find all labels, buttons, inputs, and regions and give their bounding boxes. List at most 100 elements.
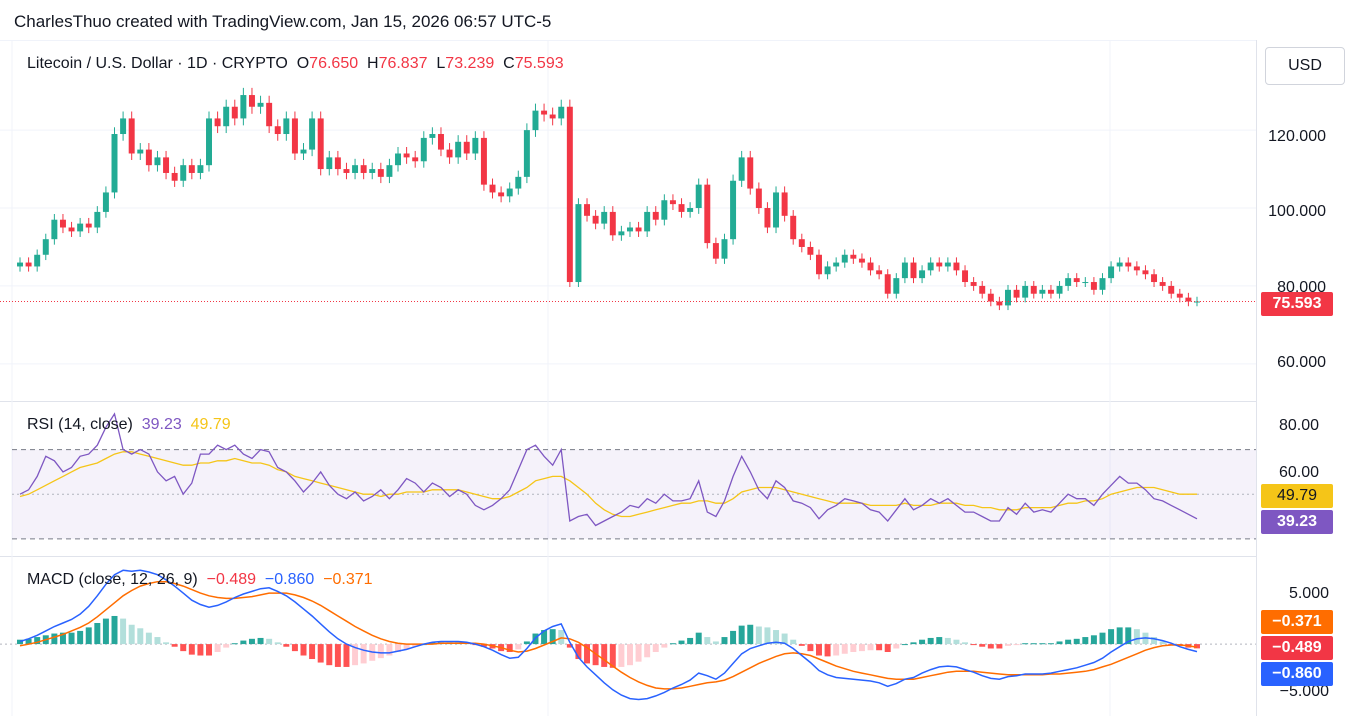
macd-histogram-bar xyxy=(102,618,109,645)
candle-body xyxy=(291,118,298,154)
candle-body xyxy=(652,211,659,220)
candle-body xyxy=(601,211,608,224)
macd-histogram-bar xyxy=(1125,627,1132,645)
candle-body xyxy=(42,239,49,255)
macd-histogram-bar xyxy=(876,644,883,651)
macd-histogram-bar xyxy=(1194,644,1200,649)
candle-body xyxy=(369,169,376,173)
candle-body xyxy=(755,188,762,209)
macd-histogram-bar xyxy=(1056,641,1063,645)
candle-body xyxy=(584,204,591,216)
currency-button[interactable]: USD xyxy=(1265,47,1345,85)
price-pane[interactable] xyxy=(0,87,1256,365)
rsi-pane[interactable] xyxy=(12,412,1256,540)
rsi-ma-tag: 49.79 xyxy=(1261,484,1333,508)
macd-histogram-bar xyxy=(163,642,170,645)
macd-tick: −5.000 xyxy=(1279,683,1329,700)
candle-body xyxy=(1185,297,1192,302)
candle-body xyxy=(506,188,513,197)
macd-histogram-bar xyxy=(919,639,926,645)
candle-body xyxy=(352,165,359,173)
macd-histogram-bar xyxy=(927,637,934,645)
candle-body xyxy=(17,262,23,267)
macd-histogram-bar xyxy=(618,644,625,667)
macd-histogram-bar xyxy=(283,644,290,647)
macd-histogram-bar xyxy=(584,644,591,664)
macd-histogram-bar xyxy=(523,641,530,645)
candle-body xyxy=(1125,262,1132,267)
macd-histogram-bar xyxy=(738,625,745,645)
macd-histogram-bar xyxy=(403,644,410,650)
candle-body xyxy=(180,165,187,181)
candle-body xyxy=(695,184,702,209)
candle-body xyxy=(712,243,719,259)
candle-body xyxy=(120,118,127,135)
candle-body xyxy=(266,102,273,127)
macd-pane[interactable] xyxy=(0,569,1256,701)
macd-histogram-bar xyxy=(515,644,522,650)
candle-body xyxy=(781,192,788,216)
rsi-legend: RSI (14, close) 39.23 49.79 xyxy=(27,416,231,434)
macd-histogram-bar xyxy=(377,644,384,659)
macd-histogram-bar xyxy=(128,624,135,645)
macd-histogram-bar xyxy=(240,640,247,645)
macd-histogram-bar xyxy=(1005,644,1011,646)
candle-body xyxy=(858,258,865,263)
open-label: O xyxy=(296,55,310,72)
candle-body xyxy=(850,254,857,259)
macd-histogram-bar xyxy=(901,644,908,646)
macd-histogram-bar xyxy=(721,637,728,645)
macd-histogram-bar xyxy=(94,623,101,645)
rsi-value: 39.23 xyxy=(141,416,182,433)
candle-body xyxy=(137,149,144,154)
symbol-title: Litecoin / U.S. Dollar · 1D · CRYPTO xyxy=(27,55,288,72)
macd-histogram-bar xyxy=(609,644,616,668)
candle-body xyxy=(575,204,582,283)
candle-body xyxy=(592,215,599,224)
macd-hist-value: −0.489 xyxy=(206,571,257,588)
macd-histogram-bar xyxy=(558,630,565,645)
candle-body xyxy=(274,126,281,135)
macd-histogram-bar xyxy=(231,643,238,645)
macd-histogram-bar xyxy=(171,644,178,647)
candle-body xyxy=(661,200,668,220)
macd-histogram-bar xyxy=(334,644,341,667)
candle-body xyxy=(549,114,556,119)
candle-body xyxy=(429,134,436,138)
candle-body xyxy=(566,106,573,283)
macd-histogram-bar xyxy=(386,644,393,656)
candle-body xyxy=(59,219,66,228)
macd-histogram-bar xyxy=(549,629,556,645)
candle-body xyxy=(188,165,195,173)
macd-histogram-bar xyxy=(979,644,986,647)
macd-histogram-bar xyxy=(1159,641,1166,645)
macd-histogram-bar xyxy=(274,642,281,645)
low-label: L xyxy=(436,55,446,72)
macd-histogram-bar xyxy=(395,644,401,652)
candle-body xyxy=(455,141,462,158)
price-tick: 60.000 xyxy=(1277,354,1326,371)
candle-body xyxy=(128,118,135,154)
macd-tick: 5.000 xyxy=(1288,585,1329,602)
macd-histogram-bar xyxy=(816,644,822,656)
macd-histogram-bar xyxy=(326,644,333,666)
macd-histogram-bar xyxy=(17,639,23,645)
candle-body xyxy=(1030,285,1037,294)
macd-histogram-bar xyxy=(807,644,814,652)
candle-body xyxy=(1005,289,1011,306)
macd-histogram-bar xyxy=(695,632,702,645)
macd-histogram-bar xyxy=(291,644,298,652)
candle-body xyxy=(927,262,934,271)
macd-histogram-bar xyxy=(910,642,917,645)
candle-body xyxy=(704,184,711,244)
macd-histogram-bar xyxy=(51,633,58,645)
candle-body xyxy=(111,134,118,193)
macd-histogram-bar xyxy=(747,624,754,645)
rsi-ma-value: 49.79 xyxy=(190,416,231,433)
macd-legend: MACD (close, 12, 26, 9) −0.489 −0.860 −0… xyxy=(27,571,373,589)
candle-body xyxy=(523,130,530,177)
candle-body xyxy=(1090,282,1097,290)
macd-histogram-bar xyxy=(214,644,221,652)
candle-body xyxy=(721,239,728,259)
